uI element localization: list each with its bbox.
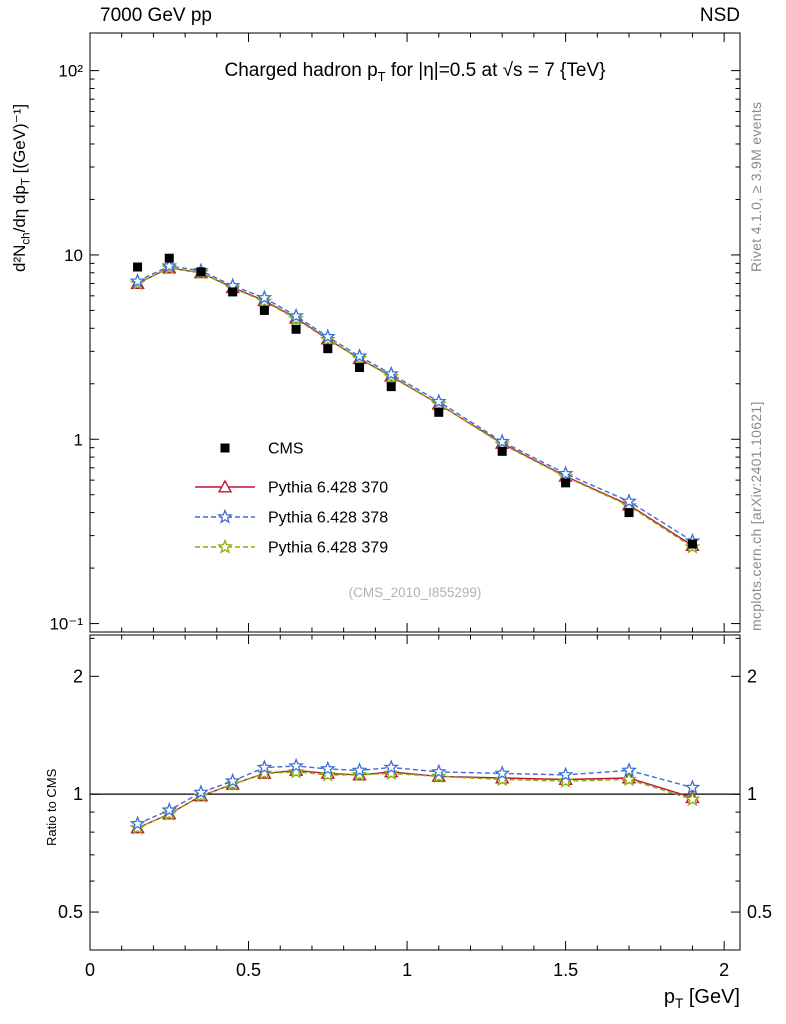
svg-text:0: 0	[85, 960, 95, 980]
svg-text:2: 2	[719, 960, 729, 980]
legend-item-pythia-6-428-379: Pythia 6.428 379	[195, 538, 388, 557]
svg-text:2: 2	[747, 666, 757, 686]
data-series	[90, 253, 740, 835]
legend-label: Pythia 6.428 370	[268, 480, 388, 497]
beam-energy-label: 7000 GeV pp	[100, 5, 212, 26]
series-pythia-6-428-378	[129, 257, 701, 831]
plot-title: Charged hadron pT for |η|=0.5 at √s = 7 …	[224, 60, 606, 84]
legend: CMS Pythia 6.428 370 Pythia 6.428 378 Pythi…	[195, 441, 388, 557]
svg-text:10: 10	[64, 246, 83, 265]
plot-frames	[89, 32, 741, 951]
svg-text:2: 2	[73, 666, 83, 686]
svg-text:0.5: 0.5	[236, 960, 261, 980]
svg-text:1: 1	[74, 430, 83, 449]
legend-label: Pythia 6.428 379	[268, 540, 388, 557]
svg-text:1.5: 1.5	[553, 960, 578, 980]
svg-text:1: 1	[73, 784, 83, 804]
legend-item-pythia-6-428-378: Pythia 6.428 378	[195, 508, 388, 527]
svg-text:1: 1	[402, 960, 412, 980]
mcplots-attribution-label: mcplots.cern.ch [arXiv:2401.10621]	[748, 401, 764, 631]
legend-item-pythia-6-428-370: Pythia 6.428 370	[195, 480, 388, 497]
svg-text:10²: 10²	[58, 62, 83, 81]
analysis-watermark: (CMS_2010_I855299)	[348, 585, 482, 600]
event-class-label: NSD	[699, 5, 740, 26]
svg-text:0.5: 0.5	[58, 902, 83, 922]
svg-text:1: 1	[747, 784, 757, 804]
axes-ticks: 0 0.5 1 1.5 2 10² 10 1 10⁻¹ 2 2 1 1 0.5 0.5	[49, 33, 772, 980]
y-axis-label-ratio: Ratio to CMS	[44, 768, 59, 846]
rivet-version-label: Rivet 4.1.0, ≥ 3.9M events	[748, 101, 764, 272]
svg-text:10⁻¹: 10⁻¹	[49, 615, 83, 634]
y-axis-label-main: d²Nch/dη dpT [(GeV)⁻¹]	[10, 103, 33, 272]
svg-text:0.5: 0.5	[747, 902, 772, 922]
series-pythia-6-428-379	[129, 259, 701, 835]
x-axis-label: pT [GeV]	[663, 986, 740, 1011]
legend-item-cms: CMS	[220, 441, 304, 458]
series-cms	[133, 253, 697, 549]
series-pythia-6-428-370	[130, 260, 700, 834]
legend-label: CMS	[268, 441, 304, 458]
legend-label: Pythia 6.428 378	[268, 510, 388, 527]
